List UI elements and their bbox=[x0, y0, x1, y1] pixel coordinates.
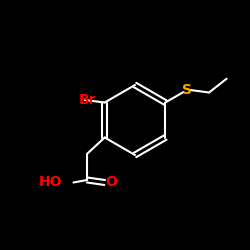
Text: Br: Br bbox=[78, 93, 96, 107]
Text: HO: HO bbox=[39, 176, 62, 190]
Text: S: S bbox=[182, 83, 192, 97]
Text: O: O bbox=[105, 176, 117, 190]
